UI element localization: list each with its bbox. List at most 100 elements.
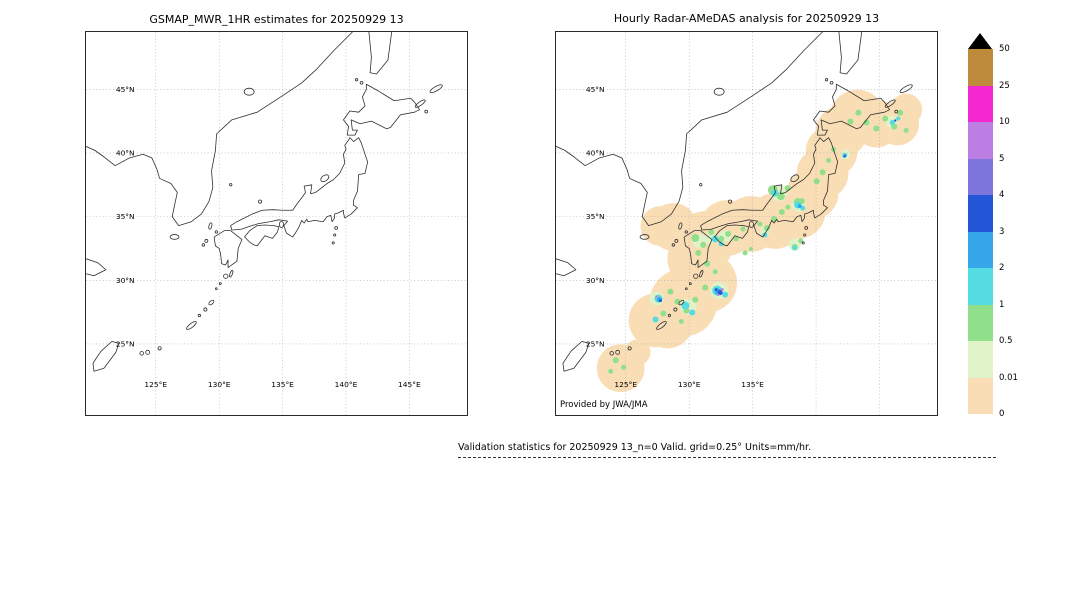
lon-label: 145°E: [398, 380, 421, 389]
precip-blob: [692, 296, 699, 303]
precip-blob: [894, 119, 897, 122]
precip-blob: [720, 288, 724, 292]
precip-blob: [702, 284, 709, 291]
colorbar-segment: [968, 304, 993, 341]
colorbar-tick-label: 4: [999, 190, 1005, 200]
precip-blob: [722, 291, 729, 298]
lat-label: 30°N: [586, 276, 605, 285]
gsmap-panel-title: GSMAP_MWR_1HR estimates for 20250929 13: [149, 13, 404, 26]
colorbar-tick-label: 2: [999, 263, 1005, 273]
precip-layer: [596, 89, 923, 393]
precip-blob: [776, 192, 785, 201]
precip-blob: [655, 295, 658, 298]
radar-panel-title: Hourly Radar-AMeDAS analysis for 2025092…: [613, 12, 880, 25]
precip-blob: [847, 118, 854, 125]
coastlines: [86, 32, 444, 372]
precip-blob: [608, 368, 614, 374]
precip-blob: [725, 230, 732, 237]
lat-label: 35°N: [116, 212, 135, 221]
precip-blob: [778, 209, 785, 216]
precip-blob: [843, 155, 846, 158]
precip-blob: [891, 123, 898, 130]
precip-blob: [748, 246, 753, 251]
radar-map-panel: 45°N 40°N 35°N 30°N 25°N 125°E 130°E 135°E Prov…: [555, 31, 938, 416]
colorbar-tick-label: 10: [999, 117, 1010, 127]
precip-blob: [711, 235, 719, 243]
colorbar: 50 25 10 5 4 3 2 1 0.5 0.01 0: [968, 33, 1032, 433]
colorbar-tick-label: 0.5: [999, 336, 1013, 346]
precip-blob: [660, 310, 667, 317]
precip-blob: [712, 269, 718, 275]
lon-label: 130°E: [208, 380, 231, 389]
credit-label: Provided by JWA/JMA: [560, 400, 648, 410]
precip-blob: [763, 224, 770, 231]
radar-map: 45°N 40°N 35°N 30°N 25°N 125°E 130°E 135°E: [556, 32, 937, 415]
precip-blob: [785, 204, 791, 210]
colorbar-tick-label: 5: [999, 153, 1005, 164]
colorbar-tick-label: 0: [999, 409, 1005, 419]
lat-label: 45°N: [586, 85, 605, 94]
colorbar-segment: [968, 122, 993, 159]
colorbar-segment: [968, 195, 993, 232]
colorbar-labels: 50 25 10 5 4 3 2 1 0.5 0.01 0: [999, 33, 1031, 433]
precip-blob: [674, 298, 681, 305]
precip-blob: [792, 245, 798, 251]
lat-label: 40°N: [116, 148, 135, 157]
colorbar-segment: [968, 158, 993, 195]
precip-blob: [897, 109, 904, 116]
precip-blob: [612, 357, 619, 364]
precip-blob: [819, 169, 826, 176]
precip-blob: [757, 221, 763, 227]
precip-blob: [652, 316, 659, 323]
colorbar-overflow-triangle: [968, 33, 992, 49]
colorbar-segment: [968, 231, 993, 268]
precip-blob: [813, 178, 820, 185]
precip-blob: [678, 318, 684, 324]
colorbar-bar: [968, 49, 993, 414]
precip-blob: [714, 288, 718, 292]
precip-blob: [689, 309, 696, 316]
precip-blob: [691, 233, 700, 242]
precip-blob: [733, 236, 739, 242]
precip-blob: [882, 115, 889, 122]
precip-blob: [740, 226, 746, 232]
precip-blob: [700, 241, 707, 248]
precip-blob: [863, 119, 870, 126]
colorbar-tick-label: 3: [999, 226, 1005, 237]
lon-label: 125°E: [614, 380, 637, 389]
precip-blob: [708, 228, 715, 235]
lon-label: 140°E: [335, 380, 358, 389]
lon-label: 125°E: [144, 380, 167, 389]
colorbar-segment: [968, 49, 993, 86]
colorbar-segment: [968, 341, 993, 378]
precip-blob: [716, 293, 720, 296]
precip-blob: [797, 204, 802, 209]
precip-blob: [624, 339, 651, 366]
colorbar-tick-label: 50: [999, 44, 1010, 54]
precip-blob: [718, 235, 725, 242]
precip-blob: [695, 249, 702, 256]
precip-blob: [855, 109, 862, 116]
gsmap-map-panel: 45°N 40°N 35°N 30°N 25°N 125°E 130°E 135°E 140°E…: [85, 31, 468, 416]
precip-blob: [770, 216, 777, 223]
precip-blob: [704, 260, 711, 267]
precip-blob: [742, 250, 748, 256]
grid-lines: [86, 32, 467, 415]
precip-blob: [873, 125, 880, 132]
lat-label: 30°N: [116, 276, 135, 285]
lon-label: 130°E: [678, 380, 701, 389]
lon-label: 135°E: [271, 380, 294, 389]
colorbar-segment: [968, 85, 993, 122]
colorbar-tick-label: 0.01: [999, 372, 1018, 383]
colorbar-segment: [968, 268, 993, 305]
precip-blob: [903, 128, 909, 133]
precip-blob: [621, 364, 627, 370]
lon-label: 135°E: [741, 380, 764, 389]
precip-blob: [681, 301, 690, 310]
dashed-divider: [458, 457, 996, 458]
colorbar-segment: [968, 377, 993, 414]
lat-label: 25°N: [586, 339, 605, 348]
lat-label: 25°N: [116, 339, 135, 348]
lat-label: 35°N: [586, 212, 605, 221]
